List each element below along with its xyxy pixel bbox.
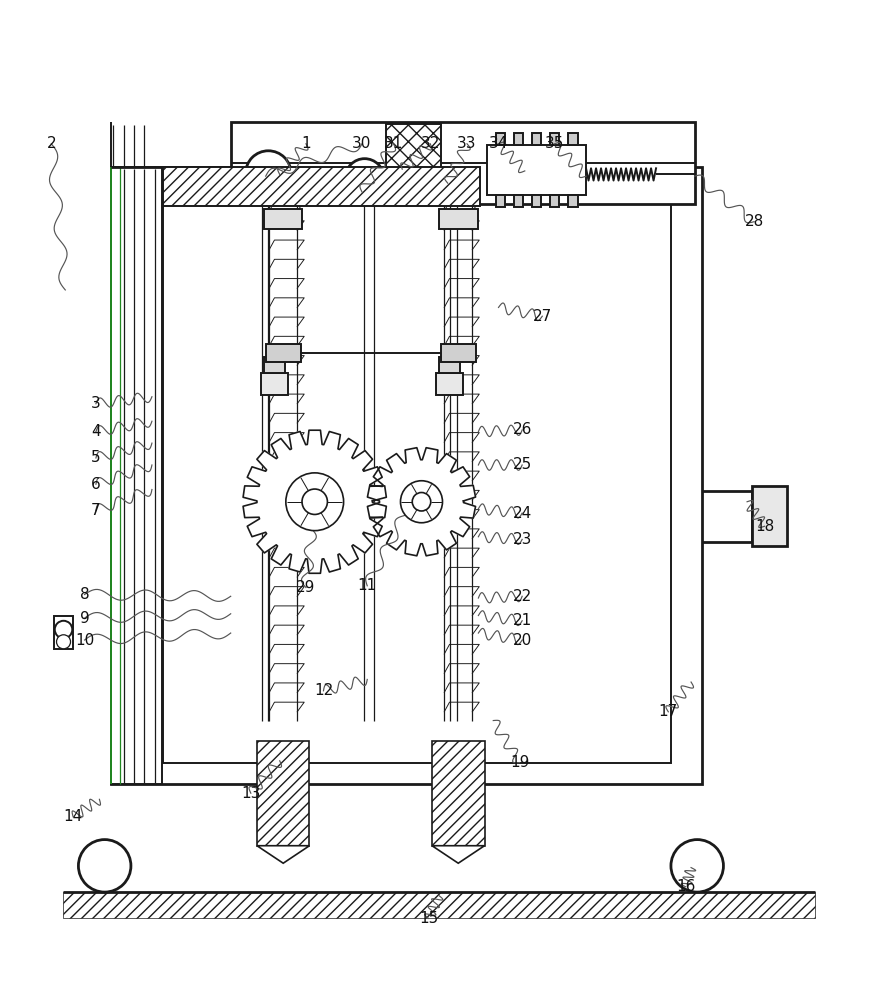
Text: 13: 13 xyxy=(241,786,260,801)
Bar xyxy=(549,133,559,145)
Text: 22: 22 xyxy=(512,589,531,604)
Bar xyxy=(254,175,282,204)
Bar xyxy=(111,167,161,784)
Circle shape xyxy=(356,170,372,186)
Bar xyxy=(752,486,787,546)
Bar xyxy=(549,195,559,207)
Polygon shape xyxy=(257,846,309,863)
Bar xyxy=(567,195,577,207)
Text: 28: 28 xyxy=(744,214,763,229)
Text: 24: 24 xyxy=(512,506,531,521)
Circle shape xyxy=(412,493,431,511)
Circle shape xyxy=(670,840,723,892)
Polygon shape xyxy=(431,846,484,863)
Text: 23: 23 xyxy=(512,532,531,547)
Bar xyxy=(487,145,585,195)
Text: 26: 26 xyxy=(512,422,531,437)
Text: 5: 5 xyxy=(91,450,101,465)
Text: 33: 33 xyxy=(457,136,476,151)
Text: 15: 15 xyxy=(418,911,438,926)
Text: 4: 4 xyxy=(91,424,101,439)
Bar xyxy=(513,133,523,145)
Text: 19: 19 xyxy=(510,755,529,770)
Circle shape xyxy=(345,159,383,197)
Text: 30: 30 xyxy=(352,136,371,151)
Bar xyxy=(257,741,309,846)
Text: 10: 10 xyxy=(75,633,94,648)
Bar xyxy=(567,133,577,145)
Bar xyxy=(513,195,523,207)
Bar xyxy=(438,209,477,229)
Bar xyxy=(111,167,701,784)
Circle shape xyxy=(78,840,131,892)
Bar xyxy=(386,124,440,202)
Bar xyxy=(531,195,541,207)
Bar xyxy=(438,357,460,373)
Bar xyxy=(261,373,288,395)
Bar xyxy=(264,209,302,229)
Bar xyxy=(431,741,484,846)
Circle shape xyxy=(400,481,442,523)
Text: 12: 12 xyxy=(313,683,332,698)
Bar xyxy=(163,167,480,206)
Bar xyxy=(62,892,815,918)
Text: 17: 17 xyxy=(658,704,677,719)
Bar xyxy=(53,616,73,649)
Text: 2: 2 xyxy=(46,136,56,151)
Text: 1: 1 xyxy=(301,136,310,151)
Text: 21: 21 xyxy=(512,613,531,628)
Bar xyxy=(436,373,462,395)
Text: 20: 20 xyxy=(512,633,531,648)
Text: 9: 9 xyxy=(80,611,89,626)
Bar xyxy=(531,133,541,145)
Text: 6: 6 xyxy=(91,477,101,492)
Text: 18: 18 xyxy=(754,519,774,534)
Circle shape xyxy=(56,635,70,649)
Text: 29: 29 xyxy=(296,580,316,595)
Circle shape xyxy=(54,621,72,638)
Circle shape xyxy=(246,151,291,196)
Bar xyxy=(231,122,694,204)
Text: 27: 27 xyxy=(532,309,552,324)
Text: 11: 11 xyxy=(357,578,376,593)
Bar xyxy=(266,344,300,362)
Bar xyxy=(163,204,670,763)
Circle shape xyxy=(286,473,343,531)
Text: 25: 25 xyxy=(512,457,531,472)
Polygon shape xyxy=(243,430,386,573)
Text: 8: 8 xyxy=(80,587,89,602)
Bar xyxy=(495,133,504,145)
Text: 31: 31 xyxy=(383,136,403,151)
Bar xyxy=(440,344,475,362)
Text: 7: 7 xyxy=(91,503,101,518)
Text: 3: 3 xyxy=(91,396,101,411)
Text: 14: 14 xyxy=(63,809,82,824)
Polygon shape xyxy=(367,448,475,556)
Text: 16: 16 xyxy=(675,879,695,894)
Bar xyxy=(495,195,504,207)
Text: 35: 35 xyxy=(545,136,564,151)
Circle shape xyxy=(302,489,327,514)
Bar xyxy=(264,357,285,373)
Text: 34: 34 xyxy=(488,136,508,151)
Text: 32: 32 xyxy=(420,136,439,151)
